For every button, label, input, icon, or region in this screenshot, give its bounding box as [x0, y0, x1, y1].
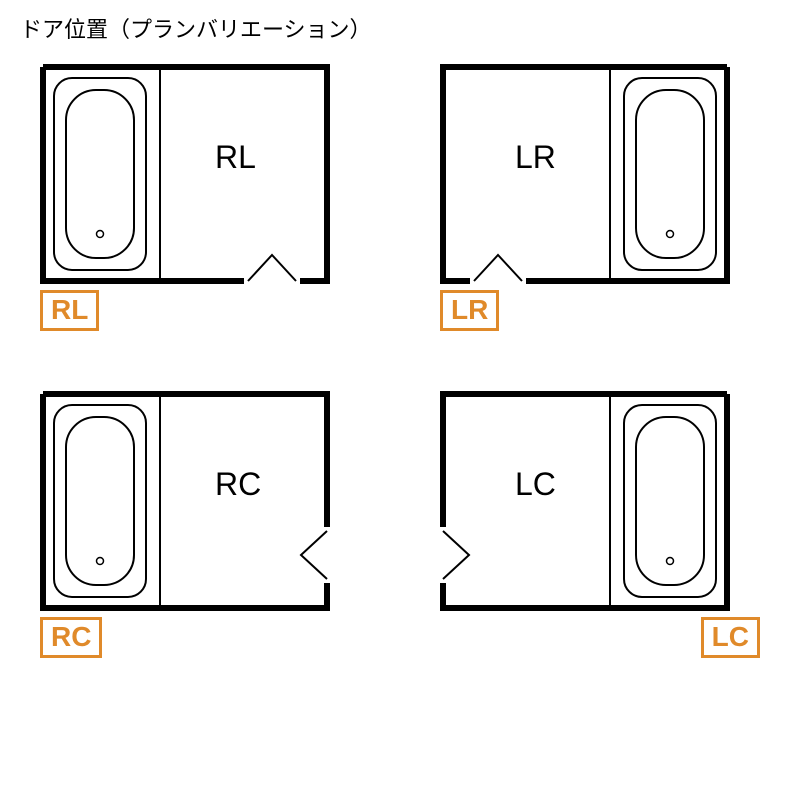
room-outline	[443, 394, 727, 608]
plan-code-badge: RC	[40, 617, 102, 658]
plan-cell-lc: LC LC	[440, 391, 760, 658]
bathtub-inner	[66, 417, 134, 585]
plan-grid: RL RL LR LR RC RC LC LC	[0, 44, 800, 678]
floorplan-rc	[40, 391, 330, 611]
room-outline	[443, 67, 727, 281]
door-swing-icon	[248, 255, 296, 281]
plan-inside-label: RL	[215, 139, 256, 176]
plan-inside-label: RC	[215, 466, 261, 503]
bathtub-inner	[636, 417, 704, 585]
floorplan-lc	[440, 391, 730, 611]
bathtub-outer	[624, 405, 716, 597]
drain-icon	[667, 231, 674, 238]
door-swing-icon	[443, 531, 469, 579]
room-outline	[43, 394, 327, 608]
plan-inside-label: LC	[515, 466, 556, 503]
room-outline	[43, 67, 327, 281]
bathtub-outer	[54, 405, 146, 597]
bathtub-inner	[636, 90, 704, 258]
door-swing-icon	[301, 531, 327, 579]
plan-code-badge: LC	[701, 617, 760, 658]
drain-icon	[97, 231, 104, 238]
plan-inside-label: LR	[515, 139, 556, 176]
drain-icon	[97, 557, 104, 564]
bathtub-outer	[624, 78, 716, 270]
drain-icon	[667, 557, 674, 564]
floorplan-lr	[440, 64, 730, 284]
bathtub-outer	[54, 78, 146, 270]
page-title: ドア位置（プランバリエーション）	[0, 0, 800, 44]
door-swing-icon	[474, 255, 522, 281]
plan-code-badge: LR	[440, 290, 499, 331]
floorplan-rl	[40, 64, 330, 284]
plan-code-badge: RL	[40, 290, 99, 331]
bathtub-inner	[66, 90, 134, 258]
plan-cell-lr: LR LR	[440, 64, 760, 331]
plan-cell-rl: RL RL	[40, 64, 360, 331]
plan-cell-rc: RC RC	[40, 391, 360, 658]
